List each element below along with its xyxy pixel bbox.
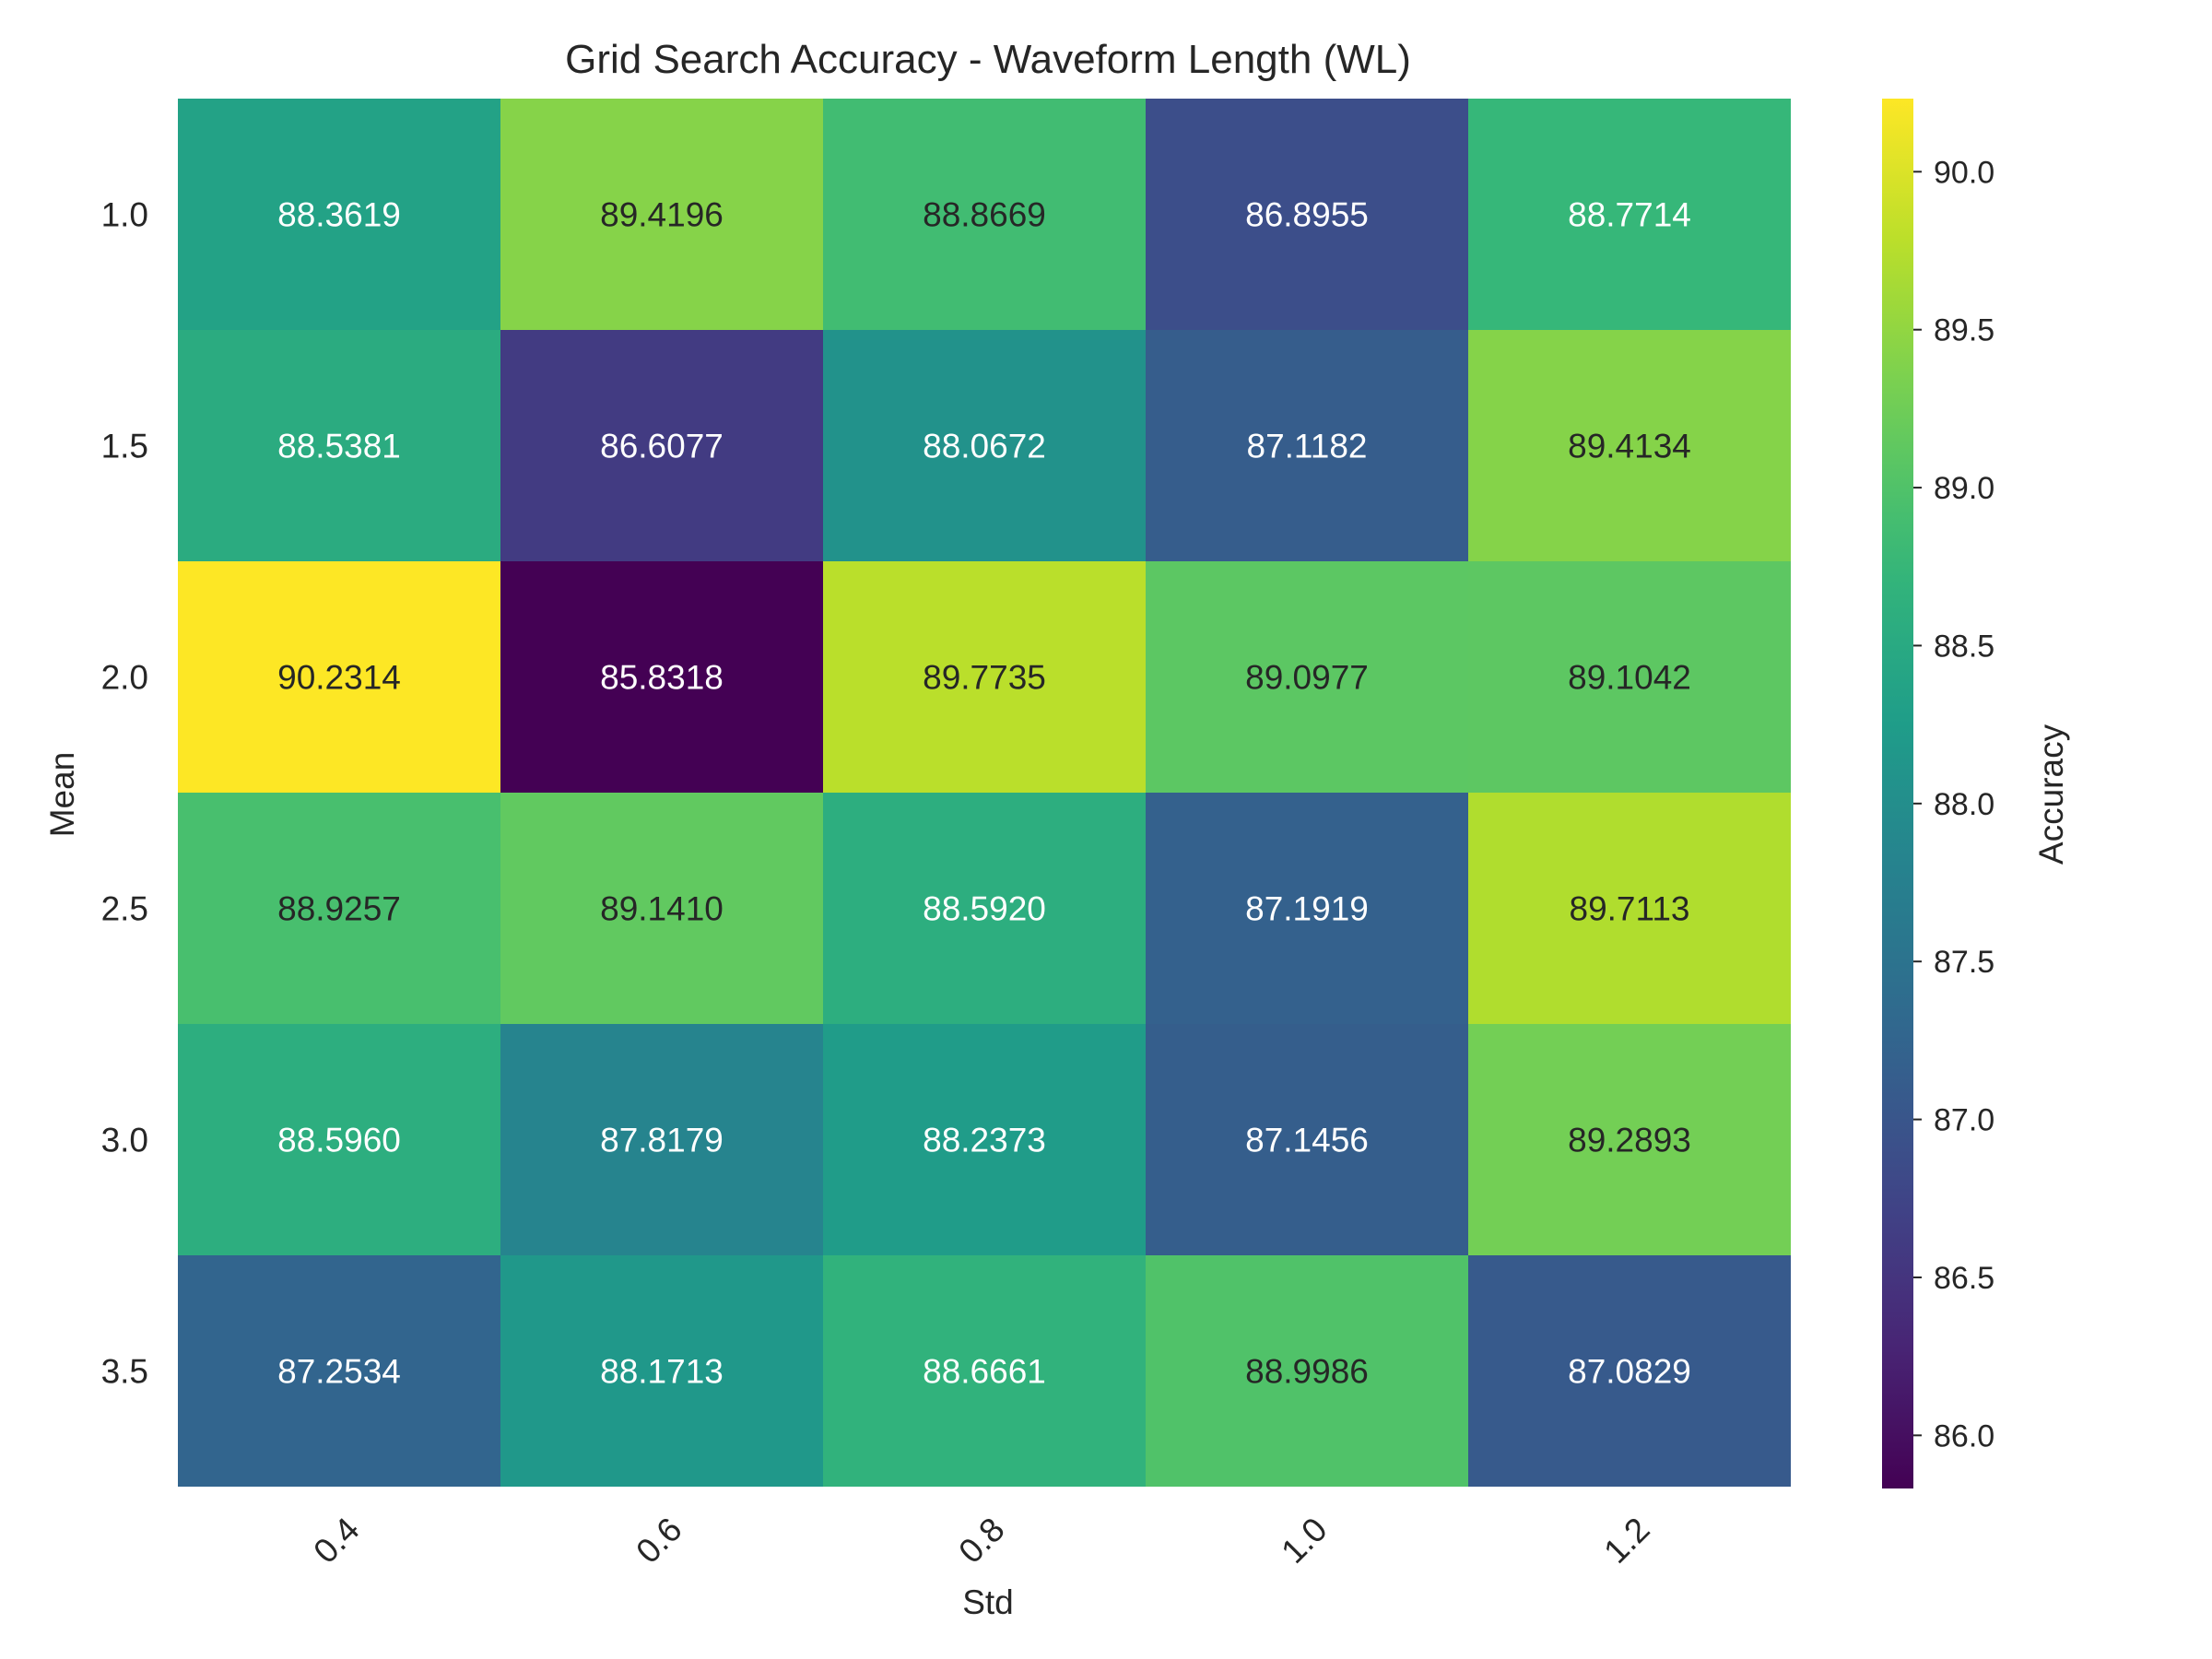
heatmap-cell bbox=[178, 1024, 500, 1255]
x-tick-label: 1.2 bbox=[1596, 1511, 1656, 1571]
heatmap-cell bbox=[823, 561, 1146, 793]
colorbar bbox=[1882, 99, 1913, 1488]
heatmap-cell bbox=[823, 793, 1146, 1024]
colorbar-tick-label: 86.0 bbox=[1934, 1418, 1994, 1453]
colorbar-tick-label: 90.0 bbox=[1934, 155, 1994, 190]
y-axis-label: Mean bbox=[43, 752, 81, 838]
colorbar-label: Accuracy bbox=[2032, 724, 2070, 865]
heatmap-cell bbox=[1146, 793, 1468, 1024]
y-axis-ticks: 1.0 1.5 2.0 2.5 3.0 3.5 bbox=[101, 196, 148, 1391]
cell-value-label: 87.1456 bbox=[1245, 1122, 1369, 1159]
chart-title: Grid Search Accuracy - Waveform Length (… bbox=[565, 37, 1411, 82]
heatmap-cell bbox=[178, 561, 500, 793]
heatmap-cell bbox=[1468, 330, 1791, 561]
cell-value-label: 87.2534 bbox=[277, 1353, 401, 1391]
heatmap-cell bbox=[1146, 561, 1468, 793]
heatmap-cell bbox=[823, 99, 1146, 330]
colorbar-tick-label: 86.5 bbox=[1934, 1261, 1994, 1296]
heatmap-cell bbox=[1468, 99, 1791, 330]
cell-value-label: 86.8955 bbox=[1245, 196, 1369, 234]
cell-value-label: 87.8179 bbox=[600, 1122, 724, 1159]
cell-value-label: 88.9986 bbox=[1245, 1353, 1369, 1391]
cell-value-label: 90.2314 bbox=[277, 659, 401, 697]
cell-value-label: 89.7735 bbox=[923, 659, 1046, 697]
heatmap-cell bbox=[1468, 1024, 1791, 1255]
cell-value-label: 89.2893 bbox=[1568, 1122, 1691, 1159]
cell-value-label: 89.1042 bbox=[1568, 659, 1691, 697]
colorbar-tick-label: 87.5 bbox=[1934, 945, 1994, 980]
colorbar-tick-label: 88.5 bbox=[1934, 629, 1994, 664]
heatmap-cell bbox=[500, 561, 823, 793]
y-tick-label: 3.5 bbox=[101, 1353, 148, 1391]
x-tick-label: 1.0 bbox=[1274, 1511, 1334, 1571]
heatmap-cell bbox=[178, 793, 500, 1024]
heatmap-cell bbox=[1468, 793, 1791, 1024]
heatmap-cell bbox=[823, 1024, 1146, 1255]
cell-value-label: 88.6661 bbox=[923, 1353, 1046, 1391]
x-tick-label: 0.8 bbox=[951, 1511, 1011, 1571]
cell-value-label: 87.0829 bbox=[1568, 1353, 1691, 1391]
heatmap-cell bbox=[1468, 1255, 1791, 1487]
heatmap-cell bbox=[500, 99, 823, 330]
y-tick-label: 1.0 bbox=[101, 196, 148, 234]
heatmap-cell bbox=[500, 1255, 823, 1487]
colorbar-tick-label: 87.0 bbox=[1934, 1103, 1994, 1138]
cell-value-label: 88.9257 bbox=[277, 890, 401, 928]
heatmap-cell bbox=[178, 99, 500, 330]
y-tick-label: 3.0 bbox=[101, 1122, 148, 1159]
cell-value-label: 85.8318 bbox=[600, 659, 724, 697]
heatmap-cell bbox=[1146, 330, 1468, 561]
heatmap-cell bbox=[1146, 99, 1468, 330]
cell-value-label: 88.1713 bbox=[600, 1353, 724, 1391]
heatmap-cell bbox=[500, 330, 823, 561]
colorbar-ticks: 86.0 86.5 87.0 87.5 88.0 88.5 89.0 89.5 90.0 bbox=[1913, 155, 1994, 1453]
cell-value-label: 88.7714 bbox=[1568, 196, 1691, 234]
cell-value-label: 88.5381 bbox=[277, 428, 401, 465]
heatmap-cell bbox=[1468, 561, 1791, 793]
colorbar-tick-label: 88.0 bbox=[1934, 787, 1994, 822]
heatmap-cell bbox=[178, 330, 500, 561]
y-tick-label: 1.5 bbox=[101, 428, 148, 465]
cell-value-label: 89.7113 bbox=[1570, 890, 1690, 928]
x-tick-label: 0.4 bbox=[306, 1511, 366, 1571]
cell-value-label: 88.0672 bbox=[923, 428, 1046, 465]
heatmap-cell bbox=[500, 793, 823, 1024]
cell-value-label: 88.5960 bbox=[277, 1122, 401, 1159]
heatmap-cell bbox=[178, 1255, 500, 1487]
cell-value-label: 89.0977 bbox=[1245, 659, 1369, 697]
cell-value-label: 88.3619 bbox=[277, 196, 401, 234]
cell-value-label: 87.1919 bbox=[1245, 890, 1369, 928]
cell-value-label: 86.6077 bbox=[600, 428, 724, 465]
heatmap-cell bbox=[500, 1024, 823, 1255]
heatmap-cell bbox=[823, 1255, 1146, 1487]
heatmap-cells: 88.3619 89.4196 88.8669 86.8955 88.7714 88.53… bbox=[178, 99, 1791, 1487]
x-axis-ticks: 0.4 0.6 0.8 1.0 1.2 bbox=[306, 1511, 1656, 1571]
cell-value-label: 89.4196 bbox=[600, 196, 724, 234]
cell-value-label: 88.8669 bbox=[923, 196, 1046, 234]
cell-value-label: 89.1410 bbox=[600, 890, 724, 928]
colorbar-tick-label: 89.0 bbox=[1934, 471, 1994, 506]
y-tick-label: 2.0 bbox=[101, 659, 148, 697]
heatmap-cell bbox=[1146, 1255, 1468, 1487]
cell-value-label: 88.2373 bbox=[923, 1122, 1046, 1159]
colorbar-tick-label: 89.5 bbox=[1934, 313, 1994, 348]
x-axis-label: Std bbox=[962, 1583, 1014, 1621]
cell-value-label: 87.1182 bbox=[1247, 428, 1368, 465]
cell-value-label: 88.5920 bbox=[923, 890, 1046, 928]
y-tick-label: 2.5 bbox=[101, 890, 148, 928]
cell-value-label: 89.4134 bbox=[1568, 428, 1691, 465]
x-tick-label: 0.6 bbox=[629, 1511, 688, 1571]
heatmap-cell bbox=[823, 330, 1146, 561]
heatmap-cell bbox=[1146, 1024, 1468, 1255]
